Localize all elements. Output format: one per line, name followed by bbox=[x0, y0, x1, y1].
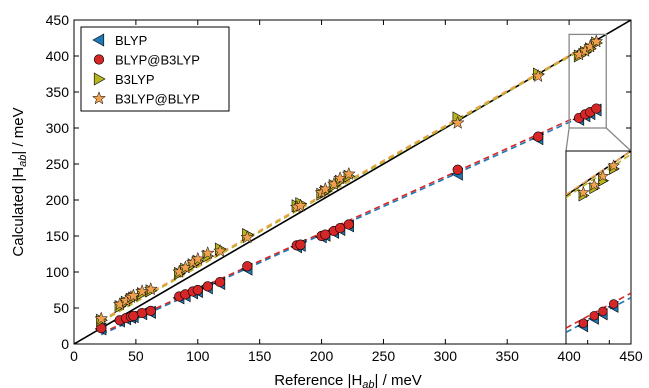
inset-data-point bbox=[608, 299, 619, 309]
plot-area: 0 50 100 150 200 250 300 350 400 450 0 50 100 150 200 2… bbox=[46, 12, 643, 364]
inset-data-point bbox=[598, 306, 608, 317]
inset-fit-line bbox=[566, 296, 631, 334]
series-blyp-b3lyp bbox=[96, 103, 602, 334]
data-point bbox=[335, 222, 346, 234]
legend-label: B3LYP bbox=[115, 72, 155, 87]
inset-data-point bbox=[578, 318, 589, 328]
inset-inner bbox=[566, 151, 631, 334]
x-tick-label: 450 bbox=[619, 348, 643, 364]
x-tick-label: 300 bbox=[434, 348, 458, 364]
data-point bbox=[450, 115, 465, 129]
x-tick-label: 200 bbox=[310, 348, 334, 364]
x-tick-label: 0 bbox=[70, 348, 78, 364]
data-point bbox=[214, 276, 226, 288]
y-tick-label: 400 bbox=[46, 48, 70, 64]
data-point bbox=[295, 239, 306, 250]
legend-marker bbox=[93, 54, 105, 65]
data-point bbox=[145, 305, 156, 316]
data-point bbox=[341, 166, 356, 180]
y-tick-label: 0 bbox=[61, 336, 69, 352]
inset-data-point bbox=[576, 185, 590, 199]
inset-data-point bbox=[589, 311, 599, 321]
data-point bbox=[213, 243, 227, 258]
plot-inner bbox=[74, 20, 631, 344]
series-b3lyp-blyp bbox=[94, 34, 604, 325]
legend-label: B3LYP@BLYP bbox=[115, 92, 200, 107]
data-point bbox=[200, 245, 215, 260]
inset-data-point bbox=[587, 178, 601, 191]
data-point bbox=[135, 284, 150, 298]
inset-fit-line bbox=[566, 151, 631, 196]
legend-box bbox=[80, 26, 230, 112]
legend-label: BLYP bbox=[115, 33, 147, 48]
inset-fit-line bbox=[566, 292, 631, 329]
x-tick-label: 350 bbox=[496, 348, 520, 364]
data-point bbox=[143, 281, 158, 296]
x-tick-label: 250 bbox=[372, 348, 396, 364]
data-point bbox=[531, 68, 546, 83]
x-tick-label: 400 bbox=[557, 348, 581, 364]
data-point bbox=[94, 311, 109, 325]
y-tick-label: 250 bbox=[46, 156, 70, 172]
data-point bbox=[190, 251, 205, 266]
data-point bbox=[591, 103, 602, 114]
data-point bbox=[318, 181, 333, 196]
y-tick-label: 150 bbox=[46, 228, 70, 244]
data-point bbox=[343, 219, 354, 230]
zoom-connector bbox=[565, 127, 570, 152]
data-point bbox=[202, 281, 213, 292]
legend: BLYP BLYP@B3LYP B3LYP B3LYP@BLYP bbox=[80, 26, 230, 112]
legend-marker bbox=[92, 33, 105, 47]
y-tick-label: 350 bbox=[46, 84, 70, 100]
data-point bbox=[533, 131, 544, 142]
y-axis-label: Calculated |Hab| / meV bbox=[10, 107, 29, 256]
inset-plot bbox=[565, 33, 632, 345]
zoom-connector bbox=[605, 127, 632, 152]
x-tick-label: 50 bbox=[128, 348, 144, 364]
data-point bbox=[452, 164, 463, 175]
inset-data-point bbox=[596, 169, 610, 182]
inset-fit-line bbox=[566, 153, 631, 199]
fit-line bbox=[100, 40, 597, 323]
y-tick-label: 200 bbox=[46, 192, 70, 208]
data-point bbox=[240, 230, 255, 244]
data-point bbox=[242, 261, 253, 272]
y-tick-label: 450 bbox=[46, 12, 70, 28]
y-tick-label: 50 bbox=[53, 300, 69, 316]
data-point bbox=[333, 171, 348, 185]
x-axis-label: Reference |Hab| / meV bbox=[274, 372, 422, 388]
legend-label: BLYP@B3LYP bbox=[115, 53, 200, 68]
data-point bbox=[126, 288, 141, 302]
data-point bbox=[589, 34, 604, 48]
x-tick-label: 150 bbox=[248, 348, 272, 364]
data-point bbox=[192, 284, 203, 296]
data-point bbox=[128, 310, 139, 322]
data-point bbox=[136, 307, 148, 319]
zoom-box bbox=[568, 33, 607, 129]
data-point bbox=[320, 229, 331, 240]
y-tick-label: 300 bbox=[46, 120, 70, 136]
legend-marker bbox=[93, 72, 106, 86]
y-tick-label: 100 bbox=[46, 264, 70, 280]
inset-data-point bbox=[607, 159, 621, 172]
legend-marker bbox=[91, 91, 107, 105]
x-tick-label: 100 bbox=[186, 348, 210, 364]
data-point bbox=[293, 198, 308, 212]
